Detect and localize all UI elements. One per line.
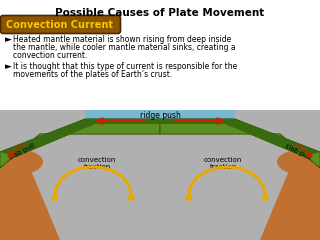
Text: ►: ► bbox=[5, 62, 12, 71]
Text: It is thought that this type of current is responsible for the: It is thought that this type of current … bbox=[13, 62, 237, 71]
FancyBboxPatch shape bbox=[1, 16, 121, 34]
Text: ►: ► bbox=[5, 35, 12, 44]
Ellipse shape bbox=[277, 150, 320, 174]
Polygon shape bbox=[160, 119, 320, 168]
Text: Convection Current: Convection Current bbox=[6, 20, 114, 30]
Text: Heated mantle material is shown rising from deep inside: Heated mantle material is shown rising f… bbox=[13, 35, 231, 44]
Polygon shape bbox=[0, 119, 160, 157]
Bar bbox=[85, 110, 235, 119]
Polygon shape bbox=[0, 152, 60, 240]
Polygon shape bbox=[160, 119, 320, 157]
Text: convection
traction: convection traction bbox=[204, 157, 242, 170]
Polygon shape bbox=[260, 152, 320, 240]
Text: convection
traction: convection traction bbox=[78, 157, 116, 170]
Text: Possible Causes of Plate Movement: Possible Causes of Plate Movement bbox=[55, 8, 265, 18]
Text: convection current.: convection current. bbox=[13, 51, 87, 60]
Text: movements of the plates of Earth’s crust.: movements of the plates of Earth’s crust… bbox=[13, 70, 172, 79]
Polygon shape bbox=[160, 119, 320, 168]
Text: ridge push: ridge push bbox=[140, 111, 180, 120]
Polygon shape bbox=[0, 119, 160, 157]
Text: slab pull: slab pull bbox=[284, 143, 312, 161]
Polygon shape bbox=[0, 119, 160, 168]
Ellipse shape bbox=[0, 150, 43, 174]
Polygon shape bbox=[160, 119, 320, 157]
Bar bbox=[0, 110, 320, 240]
Polygon shape bbox=[0, 119, 160, 168]
Text: slab pull: slab pull bbox=[8, 143, 36, 161]
Text: the mantle, while cooler mantle material sinks, creating a: the mantle, while cooler mantle material… bbox=[13, 43, 236, 52]
